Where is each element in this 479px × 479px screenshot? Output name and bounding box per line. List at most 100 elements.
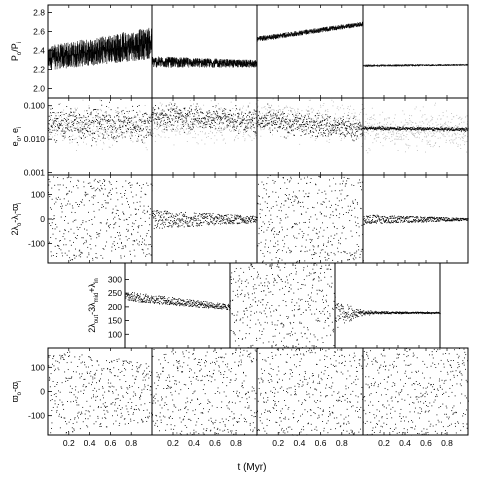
data-point — [182, 123, 184, 125]
data-point — [73, 120, 75, 121]
data-point — [57, 118, 59, 120]
data-point — [61, 135, 63, 137]
data-point — [188, 130, 190, 132]
data-point — [49, 112, 51, 114]
data-point — [168, 118, 170, 120]
data-point — [221, 134, 223, 136]
data-point — [244, 138, 246, 140]
plot-area: Po/Pi 2.0 2.2 2.4 2.6 2.8 eo, ei 0.001 0.010 0.10… — [10, 4, 469, 448]
data-point — [158, 127, 159, 129]
data-point — [51, 125, 53, 127]
data-point — [242, 105, 244, 107]
data-point — [128, 116, 129, 118]
data-point — [56, 118, 58, 119]
data-point — [77, 125, 79, 127]
data-point — [160, 136, 162, 138]
data-point — [57, 130, 59, 132]
data-point — [208, 133, 210, 134]
data-point — [96, 119, 98, 121]
data-point — [65, 123, 67, 125]
data-point — [67, 122, 69, 124]
data-point — [90, 112, 92, 114]
data-point — [239, 121, 240, 123]
data-point — [87, 122, 89, 124]
data-point — [89, 134, 91, 136]
panel-frame — [362, 4, 469, 99]
data-point — [64, 134, 66, 136]
data-point — [83, 141, 84, 143]
data-point — [162, 109, 164, 111]
data-point — [58, 127, 59, 129]
data-point — [102, 127, 104, 129]
data-point — [251, 139, 253, 141]
data-point — [51, 124, 53, 126]
data-point — [107, 134, 109, 136]
data-point — [130, 133, 132, 135]
data-point — [68, 130, 70, 132]
data-point — [106, 115, 108, 117]
data-point — [124, 136, 126, 138]
data-point — [77, 112, 79, 114]
data-point — [118, 133, 120, 134]
data-point — [201, 131, 203, 133]
data-point — [224, 117, 226, 118]
data-point — [159, 123, 161, 125]
data-point — [161, 114, 163, 115]
data-point — [204, 127, 205, 129]
data-point — [225, 127, 227, 129]
y-tick-label: 2.2 — [33, 65, 45, 75]
data-point — [234, 136, 236, 138]
data-point — [67, 129, 69, 131]
data-point — [129, 120, 131, 122]
data-point — [60, 122, 62, 124]
data-point — [139, 110, 141, 112]
data-point — [66, 127, 68, 129]
data-point — [186, 121, 187, 123]
data-point — [193, 103, 194, 105]
data-point — [212, 132, 213, 134]
data-point — [137, 113, 139, 115]
data-point — [101, 124, 103, 125]
data-point — [183, 122, 185, 124]
data-point — [95, 115, 97, 117]
data-point — [160, 114, 162, 116]
data-point — [249, 102, 251, 104]
data-point — [245, 129, 247, 131]
data-point — [78, 122, 80, 124]
data-point — [181, 120, 183, 122]
data-point — [134, 127, 136, 129]
data-point — [165, 129, 167, 131]
data-point — [114, 138, 116, 140]
data-point — [118, 136, 120, 137]
data-point — [88, 107, 90, 109]
data-point — [67, 123, 69, 125]
data-point — [168, 109, 170, 111]
data-point — [89, 130, 91, 132]
data-point — [153, 112, 155, 114]
data-point — [133, 129, 135, 131]
data-point — [55, 120, 57, 122]
data-point — [70, 129, 72, 131]
data-point — [213, 118, 215, 120]
data-point — [93, 131, 95, 133]
data-point — [101, 110, 102, 112]
panel-r2-c2 — [151, 97, 258, 176]
data-point — [98, 122, 100, 124]
data-point — [108, 107, 110, 109]
data-point — [70, 109, 72, 111]
data-point — [147, 132, 149, 134]
data-point — [94, 138, 96, 139]
data-point — [138, 119, 140, 121]
data-point — [81, 117, 83, 119]
data-point — [50, 116, 52, 118]
data-point — [222, 139, 224, 141]
data-point — [230, 119, 232, 121]
data-point — [189, 115, 191, 117]
data-point — [220, 118, 222, 120]
data-point — [147, 121, 149, 123]
data-point — [189, 100, 191, 102]
data-point — [130, 118, 132, 119]
data-point — [70, 108, 72, 110]
data-point — [129, 132, 131, 134]
data-point — [122, 126, 124, 128]
